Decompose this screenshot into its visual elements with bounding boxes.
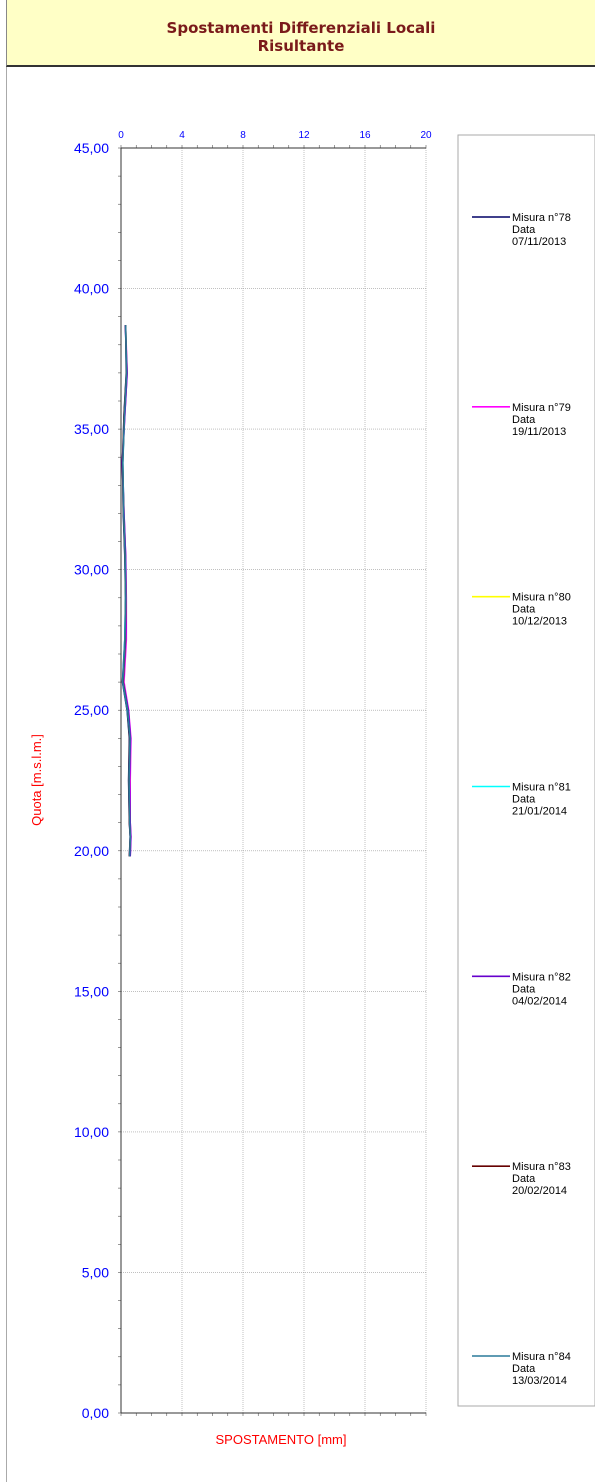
y-tick-label: 40,00 <box>74 281 109 297</box>
legend-date-value: 07/11/2013 <box>512 236 566 248</box>
legend-date-value: 19/11/2013 <box>512 426 566 438</box>
legend-series-name: Misura n°79 <box>512 402 571 414</box>
series-line <box>122 325 132 857</box>
y-tick-label: 30,00 <box>74 562 109 578</box>
legend-date-label: Data <box>512 1173 536 1185</box>
legend-date-label: Data <box>512 983 536 995</box>
x-axis-title: SPOSTAMENTO [mm] <box>216 1432 347 1447</box>
chart-title: Spostamenti Differenziali Locali <box>166 19 436 37</box>
legend-series-name: Misura n°83 <box>512 1161 571 1173</box>
legend-date-label: Data <box>512 414 536 426</box>
x-tick-label: 4 <box>179 130 185 141</box>
legend-date-value: 20/02/2014 <box>512 1185 567 1197</box>
legend-series-name: Misura n°82 <box>512 971 571 983</box>
plot-area <box>121 148 426 1413</box>
y-tick-label: 35,00 <box>74 421 109 437</box>
y-tick-label: 45,00 <box>74 140 109 156</box>
x-tick-label: 12 <box>298 130 310 141</box>
legend-series-name: Misura n°80 <box>512 592 571 604</box>
x-tick-label: 16 <box>359 130 371 141</box>
legend-date-value: 10/12/2013 <box>512 616 567 628</box>
y-axis-title: Quota [m.s.l.m.] <box>29 734 44 826</box>
legend-series-name: Misura n°81 <box>512 782 571 794</box>
y-tick-label: 5,00 <box>82 1264 109 1280</box>
legend-series-name: Misura n°78 <box>512 212 571 224</box>
x-tick-label: 0 <box>118 130 124 141</box>
y-tick-label: 15,00 <box>74 983 109 999</box>
legend-date-label: Data <box>512 224 536 236</box>
x-tick-label: 8 <box>240 130 246 141</box>
y-tick-label: 20,00 <box>74 843 109 859</box>
chart-frame <box>6 67 595 1482</box>
legend-date-value: 21/01/2014 <box>512 806 567 818</box>
legend-date-label: Data <box>512 604 536 616</box>
chart-title-banner: Spostamenti Differenziali Locali Risulta… <box>6 0 595 67</box>
y-tick-label: 10,00 <box>74 1124 109 1140</box>
legend-date-value: 13/03/2014 <box>512 1375 567 1387</box>
y-tick-label: 0,00 <box>82 1405 109 1421</box>
legend-series-name: Misura n°84 <box>512 1351 571 1363</box>
legend-date-value: 04/02/2014 <box>512 995 567 1007</box>
legend-date-label: Data <box>512 1363 536 1375</box>
y-tick-label: 25,00 <box>74 702 109 718</box>
x-tick-label: 20 <box>420 130 432 141</box>
chart-subtitle: Risultante <box>257 37 345 55</box>
legend-box <box>457 134 595 1407</box>
legend-date-label: Data <box>512 794 536 806</box>
